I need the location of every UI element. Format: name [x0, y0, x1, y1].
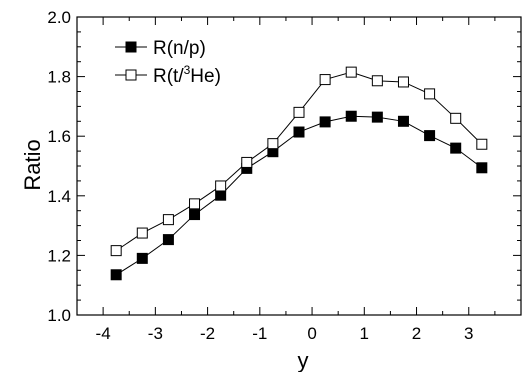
data-point-r-t-3he — [450, 112, 462, 124]
x-tick-label: 1 — [360, 324, 369, 343]
data-point-r-t-3he — [110, 245, 122, 257]
legend-label-r-n-p: R(n/p) — [153, 38, 206, 59]
data-point-r-n-p — [215, 189, 227, 201]
data-point-r-t-3he — [319, 74, 331, 86]
data-point-r-t-3he — [476, 138, 488, 150]
series-r-n-p — [110, 110, 488, 281]
data-point-r-n-p — [319, 116, 331, 128]
data-point-r-t-3he — [371, 75, 383, 87]
data-point-r-n-p — [424, 130, 436, 142]
data-point-r-n-p — [371, 111, 383, 123]
data-point-r-n-p — [450, 142, 462, 154]
x-tick-label: 0 — [307, 324, 316, 343]
data-point-r-n-p — [110, 269, 122, 281]
y-axis-label: Ratio — [20, 139, 45, 190]
legend-marker-r-n-p — [125, 41, 137, 53]
x-tick-label: 2 — [412, 324, 421, 343]
data-point-r-n-p — [397, 115, 409, 127]
legend-label-r-t-3he: R(t/3He) — [153, 63, 221, 87]
series-layer — [110, 66, 488, 281]
x-tick-label: -4 — [96, 324, 111, 343]
series-r-t-3he — [110, 66, 488, 257]
x-tick-label: -3 — [148, 324, 163, 343]
x-tick-label: -2 — [200, 324, 215, 343]
legend-marker-r-t-3he — [125, 69, 137, 81]
plot-frame — [76, 16, 522, 316]
data-point-r-t-3he — [267, 138, 279, 150]
data-point-r-t-3he — [189, 198, 201, 210]
x-tick-label: 3 — [464, 324, 473, 343]
x-tick-label: -1 — [252, 324, 267, 343]
data-point-r-n-p — [293, 126, 305, 138]
data-point-r-n-p — [136, 252, 148, 264]
data-point-r-t-3he — [397, 76, 409, 88]
y-tick-label: 2.0 — [47, 8, 71, 27]
y-tick-label: 1.4 — [47, 187, 71, 206]
y-tick-label: 1.0 — [47, 306, 71, 325]
x-axis-label: y — [298, 348, 309, 372]
axes: -4 -3 -2 -1 0 1 2 3 1.0 1.2 1.4 1.6 1.8 2.0 — [47, 8, 522, 343]
data-point-r-t-3he — [241, 156, 253, 168]
data-point-r-t-3he — [136, 227, 148, 239]
y-tick-label: 1.6 — [47, 127, 71, 146]
y-tick-label: 1.2 — [47, 246, 71, 265]
data-point-r-t-3he — [293, 106, 305, 118]
legend: R(n/p) R(t/3He) — [115, 38, 221, 87]
data-point-r-t-3he — [162, 214, 174, 226]
data-point-r-n-p — [476, 162, 488, 174]
data-point-r-n-p — [189, 209, 201, 221]
data-point-r-n-p — [162, 234, 174, 246]
y-tick-label: 1.8 — [47, 68, 71, 87]
data-point-r-n-p — [345, 110, 357, 122]
data-point-r-t-3he — [345, 66, 357, 78]
data-point-r-t-3he — [215, 180, 227, 192]
data-point-r-t-3he — [424, 88, 436, 100]
